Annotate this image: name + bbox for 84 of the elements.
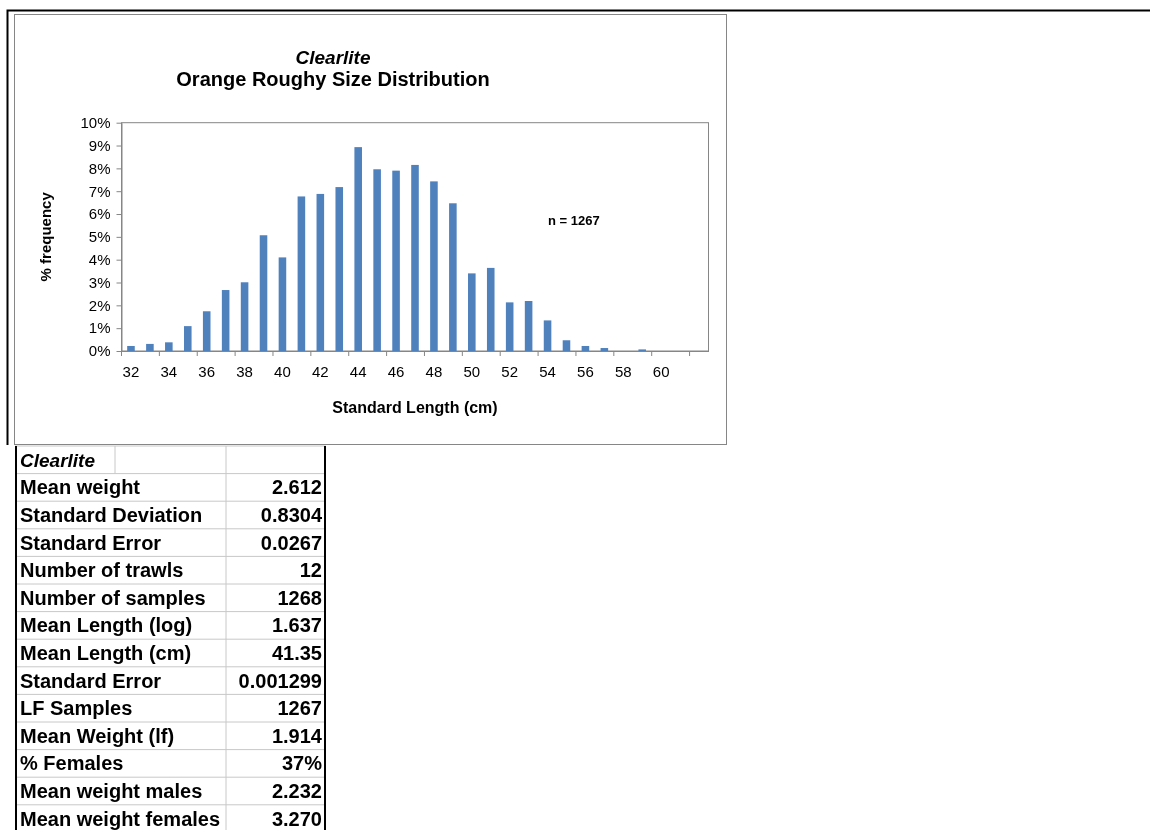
text: Number of samples xyxy=(20,586,206,609)
bar xyxy=(430,181,438,351)
bar xyxy=(202,311,211,351)
y-tick-label: 8% xyxy=(88,159,111,177)
text: Clearlite xyxy=(20,449,96,471)
y-tick-label: 6% xyxy=(88,205,111,223)
text: 1.914 xyxy=(271,724,323,747)
text: Mean Length (log) xyxy=(20,614,193,637)
x-tick-label: 46 xyxy=(387,362,405,380)
y-tick-label: 2% xyxy=(88,296,111,314)
y-tick-label: 3% xyxy=(88,273,111,291)
bar xyxy=(392,170,400,351)
bar xyxy=(449,203,457,351)
text: 0.001299 xyxy=(238,669,322,692)
text: 1268 xyxy=(277,586,322,609)
text: Standard Deviation xyxy=(20,504,203,526)
text: 0.8304 xyxy=(260,504,323,526)
bar xyxy=(411,164,419,351)
y-tick-label: 4% xyxy=(88,250,111,268)
x-tick-label: 36 xyxy=(198,362,216,380)
x-tick-label: 58 xyxy=(614,362,632,380)
text: 1267 xyxy=(277,697,322,720)
text: 12 xyxy=(299,559,322,582)
bar xyxy=(335,187,344,351)
text: 2.232 xyxy=(271,780,322,802)
bar xyxy=(486,267,495,351)
x-tick-label: 52 xyxy=(501,362,519,380)
x-tick-label: 44 xyxy=(349,362,367,380)
text: Number of trawls xyxy=(20,559,184,582)
x-tick-label: 60 xyxy=(652,362,670,380)
annotation: n = 1267 xyxy=(548,212,600,228)
x-axis-title: Standard Length (cm) xyxy=(332,399,498,416)
y-tick-label: 0% xyxy=(88,342,111,360)
y-tick-label: 5% xyxy=(88,228,111,246)
x-tick-label: 50 xyxy=(463,362,481,380)
bar xyxy=(524,301,533,351)
text: Mean Weight (lf) xyxy=(20,724,175,747)
chart-subtitle: Orange Roughy Size Distribution xyxy=(176,68,490,90)
y-axis-title: % frequency xyxy=(37,191,54,282)
text: Mean Length (cm) xyxy=(20,642,192,664)
x-tick-label: 56 xyxy=(577,362,594,380)
x-tick-label: 48 xyxy=(425,362,443,380)
text: 37% xyxy=(281,752,323,775)
bar xyxy=(600,348,609,351)
text: 1.637 xyxy=(271,614,322,637)
bar xyxy=(259,235,268,351)
bar xyxy=(183,326,192,351)
bar xyxy=(354,147,362,351)
x-tick-label: 40 xyxy=(274,362,291,380)
bar xyxy=(297,196,306,351)
text: Mean weight males xyxy=(20,780,203,802)
x-tick-label: 42 xyxy=(311,362,329,380)
bar xyxy=(505,302,514,351)
x-tick-label: 34 xyxy=(160,362,178,380)
text: Standard Error xyxy=(20,531,162,554)
bar xyxy=(146,343,154,351)
bar xyxy=(278,257,287,351)
text: Standard Error xyxy=(20,669,162,692)
bar xyxy=(562,340,571,351)
bar xyxy=(240,282,249,351)
x-tick-label: 38 xyxy=(236,362,253,380)
text: 3.270 xyxy=(271,807,322,830)
y-tick-label: 7% xyxy=(88,182,111,200)
y-tick-label: 9% xyxy=(88,136,111,154)
bar xyxy=(127,345,135,351)
x-tick-label: 54 xyxy=(539,362,556,380)
y-tick-label: 1% xyxy=(88,319,111,337)
text: % Females xyxy=(20,752,124,775)
text: Mean weight xyxy=(20,476,141,499)
y-tick-label: 10% xyxy=(80,114,111,131)
bar xyxy=(221,290,230,351)
text: 41.35 xyxy=(271,642,322,664)
bar xyxy=(581,345,590,351)
x-tick-label: 32 xyxy=(122,362,140,380)
text: Mean weight females xyxy=(20,807,221,830)
bar xyxy=(373,169,381,351)
bar xyxy=(165,342,173,351)
bar xyxy=(316,193,325,351)
text: LF Samples xyxy=(20,697,133,720)
bar xyxy=(468,273,476,351)
chart-title: Clearlite xyxy=(295,47,371,68)
bar xyxy=(543,320,552,351)
text: 2.612 xyxy=(271,476,322,499)
text: 0.0267 xyxy=(260,531,322,554)
